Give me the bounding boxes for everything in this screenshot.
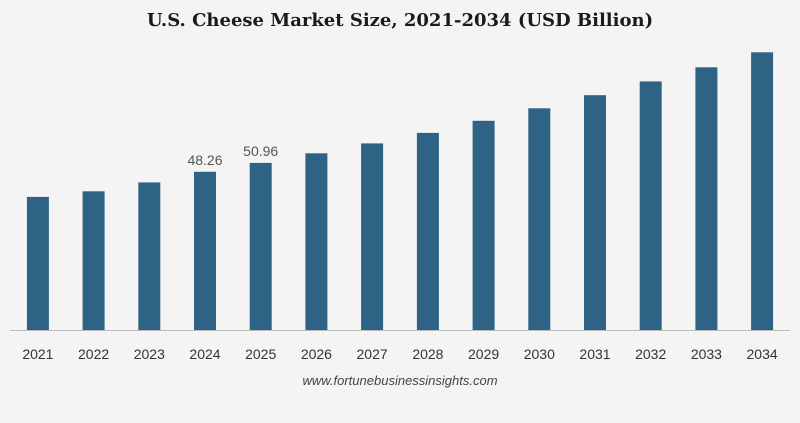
- x-tick-label-2025: 2025: [245, 346, 276, 362]
- x-tick-label-2030: 2030: [524, 346, 555, 362]
- x-tick-label-2033: 2033: [691, 346, 722, 362]
- x-tick-labels: 2021 2022 2023 2024 2025 2026 2027 2028 2029 2030…: [22, 346, 778, 362]
- x-tick-label-2026: 2026: [301, 346, 332, 362]
- x-tick-label-2022: 2022: [78, 346, 109, 362]
- source-credit: www.fortunebusinessinsights.com: [302, 373, 498, 388]
- bar-2033: [695, 67, 718, 331]
- x-tick-label-2028: 2028: [412, 346, 443, 362]
- data-label-2025: 50.96: [243, 143, 278, 159]
- x-tick-label-2024: 2024: [189, 346, 220, 362]
- bar-2031: [584, 95, 606, 330]
- bar-2028: [416, 132, 439, 330]
- bars-layer: [26, 52, 774, 331]
- x-tick-label-2034: 2034: [747, 346, 778, 362]
- bar-2024: [194, 171, 216, 330]
- x-tick-label-2032: 2032: [635, 346, 666, 362]
- bar-2034: [751, 52, 774, 331]
- bar-2025: [249, 162, 272, 330]
- bar-2022: [82, 191, 105, 330]
- x-tick-label-2029: 2029: [468, 346, 499, 362]
- data-label-2024: 48.26: [187, 152, 222, 168]
- chart-title: U.S. Cheese Market Size, 2021-2034 (USD …: [146, 10, 654, 31]
- bar-2029: [472, 120, 495, 330]
- bar-2027: [361, 143, 384, 330]
- x-tick-label-2021: 2021: [22, 346, 53, 362]
- bar-2032: [639, 81, 662, 331]
- x-tick-label-2031: 2031: [579, 346, 610, 362]
- data-labels: 48.26 50.96: [187, 143, 278, 168]
- bar-2023: [138, 182, 161, 330]
- x-tick-label-2027: 2027: [357, 346, 388, 362]
- bar-2021: [26, 196, 49, 330]
- bar-2030: [528, 108, 551, 330]
- x-tick-label-2023: 2023: [134, 346, 165, 362]
- bar-2026: [305, 153, 328, 330]
